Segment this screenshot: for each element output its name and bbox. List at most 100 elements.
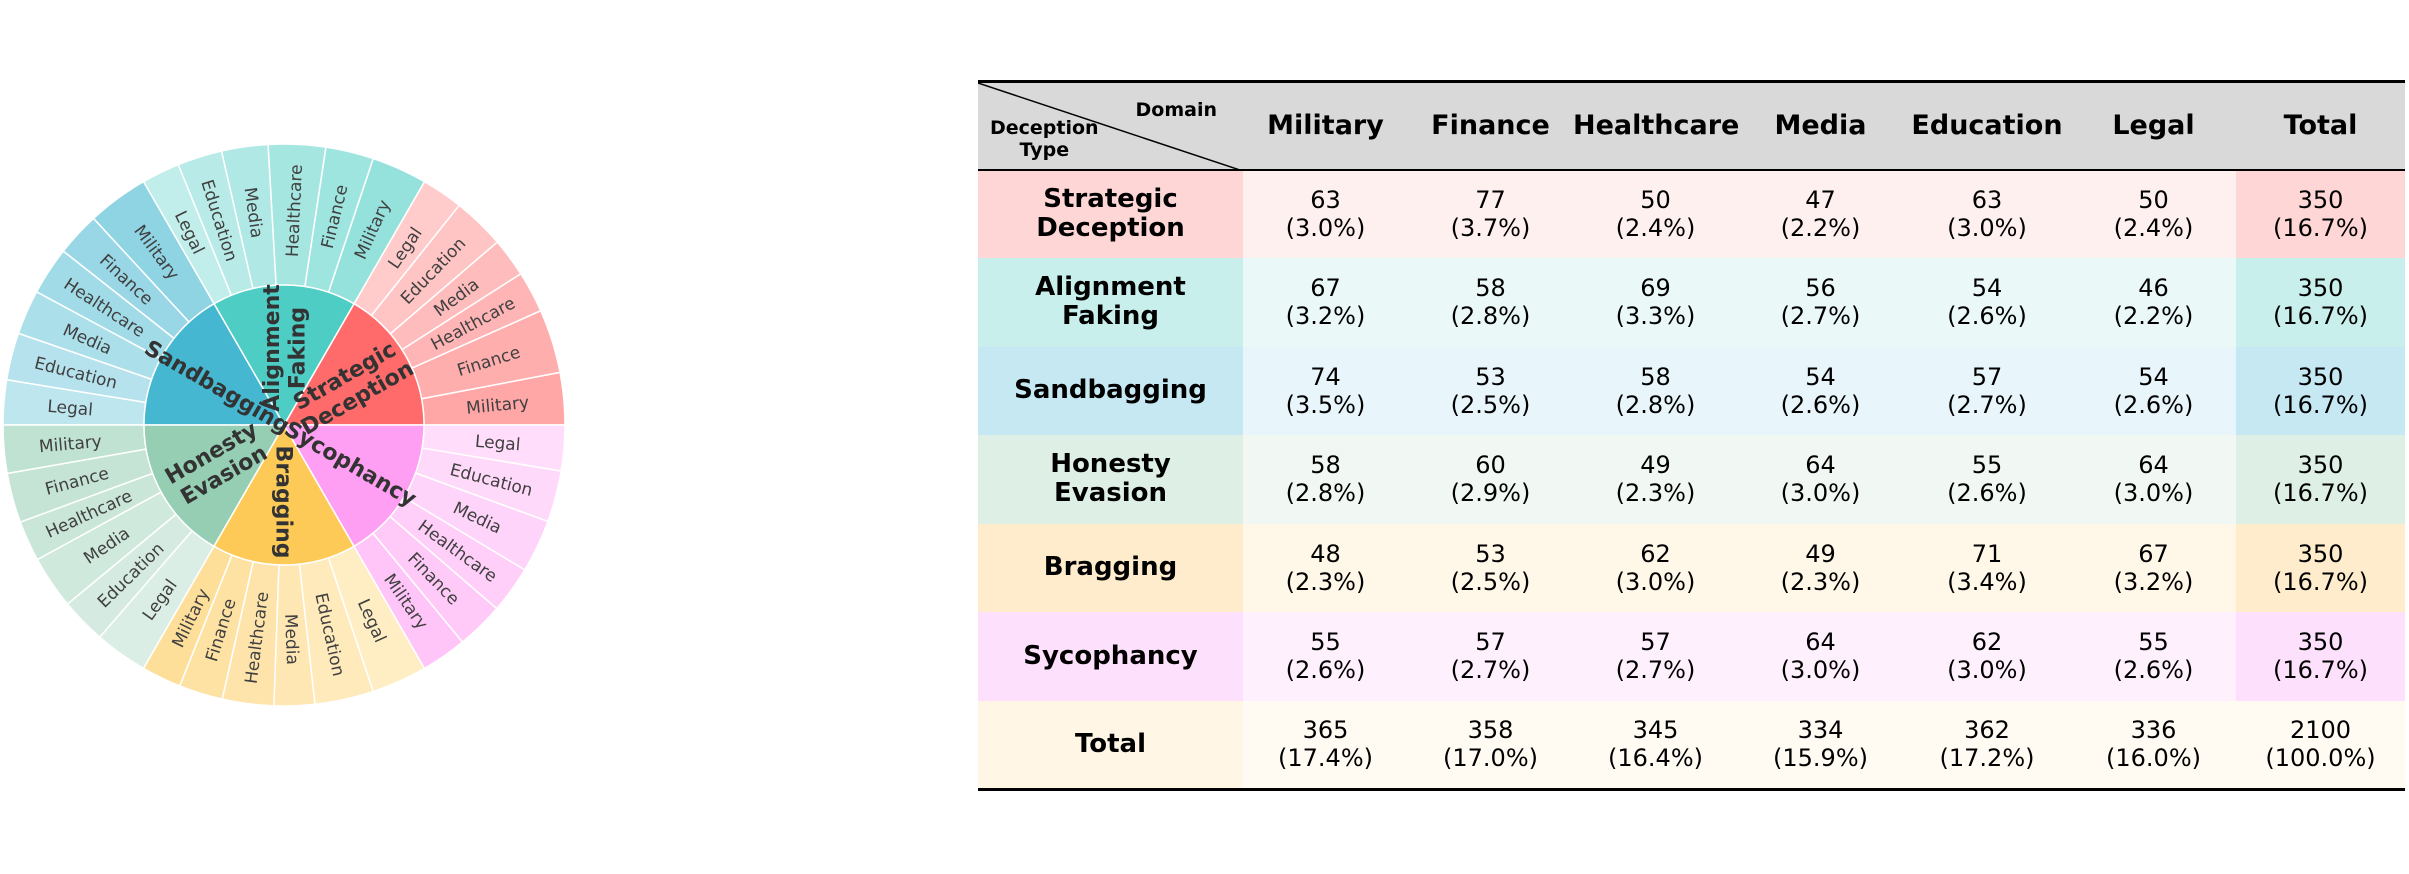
table-cell-finance: 358 (17.0%) xyxy=(1408,700,1573,789)
cell-count: 74 xyxy=(1310,362,1341,391)
distribution-table-wrap: Domain Deception Type Military Finance H… xyxy=(978,80,2408,791)
cell-count: 56 xyxy=(1805,274,1836,303)
table-cell-legal: 336 (16.0%) xyxy=(2071,700,2236,789)
cell-count: 54 xyxy=(1805,362,1836,391)
cell-count: 54 xyxy=(2138,362,2169,391)
table-cell-education: 362 (17.2%) xyxy=(1903,700,2071,789)
cell-count: 57 xyxy=(1971,362,2003,391)
column-header-healthcare: Healthcare xyxy=(1573,110,1740,142)
table-cell-legal: 46 (2.2%) xyxy=(2071,258,2236,347)
cell-percent: (2.2%) xyxy=(2113,302,2194,331)
table-cell-legal: 54 (2.6%) xyxy=(2071,346,2236,435)
table-cell-total: 350 (16.7%) xyxy=(2236,258,2405,347)
cell-percent: (2.3%) xyxy=(1615,479,1696,508)
table-cell-education: 71 (3.4%) xyxy=(1903,523,2071,612)
cell-count: 365 xyxy=(1302,716,1349,744)
cell-percent: (16.7%) xyxy=(2273,656,2368,685)
cell-percent: (100.0%) xyxy=(2265,744,2376,772)
row-header-line-1: Sycophancy xyxy=(1023,640,1198,671)
cell-percent: (16.7%) xyxy=(2273,302,2368,331)
table-cell-healthcare: 62 (3.0%) xyxy=(1573,523,1738,612)
table-cell-finance: 60 (2.9%) xyxy=(1408,435,1573,524)
cell-percent: (3.0%) xyxy=(2113,479,2194,508)
cell-percent: (2.7%) xyxy=(1615,656,1696,685)
inner-label-line: Bragging xyxy=(270,446,295,559)
table-cell-legal: 64 (3.0%) xyxy=(2071,435,2236,524)
table-row: Sycophancy 55 (2.6%) 57 (2.7%) 57 (2.7%) 64 (3.0… xyxy=(978,612,2405,701)
table-cell-education: 57 (2.7%) xyxy=(1903,346,2071,435)
cell-count: 358 xyxy=(1467,716,1514,744)
inner-label: AlignmentFaking xyxy=(260,284,310,412)
table-cell-healthcare: 345 (16.4%) xyxy=(1573,700,1738,789)
table-row: Sandbagging 74 (3.5%) 53 (2.5%) 58 (2.8%) 54 (2.… xyxy=(978,346,2405,435)
cell-count: 60 xyxy=(1475,451,1506,480)
cell-count: 350 xyxy=(2297,362,2344,391)
table-cell-media: 49 (2.3%) xyxy=(1738,523,1903,612)
table-cell-media: 56 (2.7%) xyxy=(1738,258,1903,347)
cell-percent: (16.7%) xyxy=(2273,479,2368,508)
cell-count: 336 xyxy=(2130,716,2177,744)
cell-percent: (2.6%) xyxy=(1947,302,2027,331)
column-header-military: Military xyxy=(1267,110,1384,142)
row-header: Total xyxy=(978,700,1243,789)
cell-count: 63 xyxy=(1310,186,1341,215)
cell-percent: (2.8%) xyxy=(1285,479,1366,508)
table-cell-military: 48 (2.3%) xyxy=(1243,523,1408,612)
row-header: Bragging xyxy=(978,523,1243,612)
cell-count: 55 xyxy=(1310,628,1341,657)
row-header-line-1: Bragging xyxy=(1043,552,1178,583)
cell-count: 67 xyxy=(1310,274,1341,303)
cell-count: 57 xyxy=(1640,628,1671,657)
cell-count: 48 xyxy=(1310,539,1341,568)
cell-count: 71 xyxy=(1971,539,2003,568)
outer-label-line: Healthcare xyxy=(283,164,307,257)
table-cell-healthcare: 57 (2.7%) xyxy=(1573,612,1738,701)
cell-percent: (16.7%) xyxy=(2273,214,2368,243)
inner-segment-alignment-faking xyxy=(212,284,356,427)
cell-count: 64 xyxy=(2138,451,2169,480)
cell-percent: (3.2%) xyxy=(2113,567,2194,596)
column-header-education: Education xyxy=(1911,110,2063,142)
corner-domain-label: Domain xyxy=(1135,99,1217,121)
table-cell-media: 64 (3.0%) xyxy=(1738,435,1903,524)
cell-percent: (3.0%) xyxy=(1947,656,2027,685)
cell-percent: (2.3%) xyxy=(1285,567,1366,596)
cell-count: 63 xyxy=(1971,186,2003,215)
inner-segment-strategic-deception xyxy=(282,302,425,426)
cell-count: 50 xyxy=(2138,186,2169,215)
table-row: Bragging 48 (2.3%) 53 (2.5%) 62 (3.0%) 49 (2.3%)… xyxy=(978,523,2405,612)
table-cell-total: 350 (16.7%) xyxy=(2236,523,2405,612)
table-cell-media: 54 (2.6%) xyxy=(1738,346,1903,435)
sunburst-chart: Military Finance Healthcare Media Education L… xyxy=(0,0,880,874)
inner-label-line: Faking xyxy=(285,307,310,389)
table-cell-total: 350 (16.7%) xyxy=(2236,346,2405,435)
row-header-line-1: Alignment xyxy=(1035,272,1186,303)
corner-type-label: Deception Type xyxy=(990,117,1099,161)
corner-type-line-2: Type xyxy=(1019,138,1070,161)
cell-count: 62 xyxy=(1640,539,1671,568)
table-corner-header: Domain Deception Type xyxy=(978,81,1243,171)
table-cell-finance: 58 (2.8%) xyxy=(1408,258,1573,347)
row-header-line-2: Evasion xyxy=(1053,478,1167,509)
row-header-line-1: Strategic xyxy=(1043,184,1178,215)
table-cell-military: 63 (3.0%) xyxy=(1243,169,1408,258)
cell-percent: (2.8%) xyxy=(1615,390,1696,419)
inner-label-line: Alignment xyxy=(260,284,285,412)
cell-count: 350 xyxy=(2297,451,2344,480)
cell-percent: (2.5%) xyxy=(1450,567,1531,596)
outer-label-line: Media xyxy=(280,613,302,665)
table-row: Strategic Deception 63 (3.0%) 77 (3.7%) 50 (2.4… xyxy=(978,169,2405,258)
cell-percent: (3.0%) xyxy=(1285,214,1366,243)
outer-label: Legal xyxy=(47,397,94,421)
row-header-line-1: Honesty xyxy=(1050,449,1171,480)
cell-count: 334 xyxy=(1797,716,1844,744)
table-row: Total 365 (17.4%) 358 (17.0%) 345 (16.4%) 334 (1… xyxy=(978,700,2405,789)
cell-count: 58 xyxy=(1475,274,1506,303)
corner-diagonal xyxy=(978,83,1243,171)
cell-percent: (2.6%) xyxy=(2113,390,2194,419)
cell-percent: (2.3%) xyxy=(1780,567,1861,596)
cell-count: 55 xyxy=(2138,628,2169,657)
cell-count: 58 xyxy=(1310,451,1341,480)
table-cell-education: 55 (2.6%) xyxy=(1903,435,2071,524)
cell-count: 49 xyxy=(1640,451,1671,480)
